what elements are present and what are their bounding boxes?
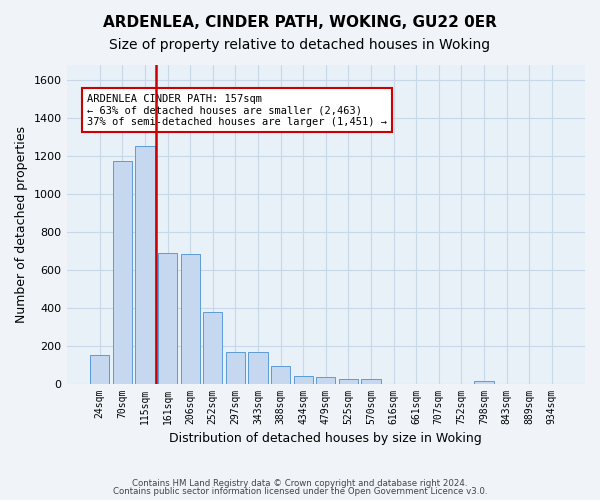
Bar	[181, 254, 200, 384]
Bar	[158, 252, 177, 384]
Bar	[136, 146, 155, 384]
Bar	[339, 380, 358, 384]
Bar	[248, 352, 268, 384]
Text: ARDENLEA, CINDER PATH, WOKING, GU22 0ER: ARDENLEA, CINDER PATH, WOKING, GU22 0ER	[103, 15, 497, 30]
Bar	[113, 161, 132, 384]
Bar	[203, 312, 223, 384]
Bar	[226, 352, 245, 384]
Bar	[316, 377, 335, 384]
Bar	[90, 355, 109, 384]
Text: Contains public sector information licensed under the Open Government Licence v3: Contains public sector information licen…	[113, 487, 487, 496]
Bar	[361, 380, 380, 384]
Bar	[271, 366, 290, 384]
Text: Contains HM Land Registry data © Crown copyright and database right 2024.: Contains HM Land Registry data © Crown c…	[132, 478, 468, 488]
Bar	[475, 380, 494, 384]
X-axis label: Distribution of detached houses by size in Woking: Distribution of detached houses by size …	[169, 432, 482, 445]
Bar	[293, 376, 313, 384]
Text: Size of property relative to detached houses in Woking: Size of property relative to detached ho…	[109, 38, 491, 52]
Text: ARDENLEA CINDER PATH: 157sqm
← 63% of detached houses are smaller (2,463)
37% of: ARDENLEA CINDER PATH: 157sqm ← 63% of de…	[87, 94, 387, 127]
Y-axis label: Number of detached properties: Number of detached properties	[15, 126, 28, 323]
